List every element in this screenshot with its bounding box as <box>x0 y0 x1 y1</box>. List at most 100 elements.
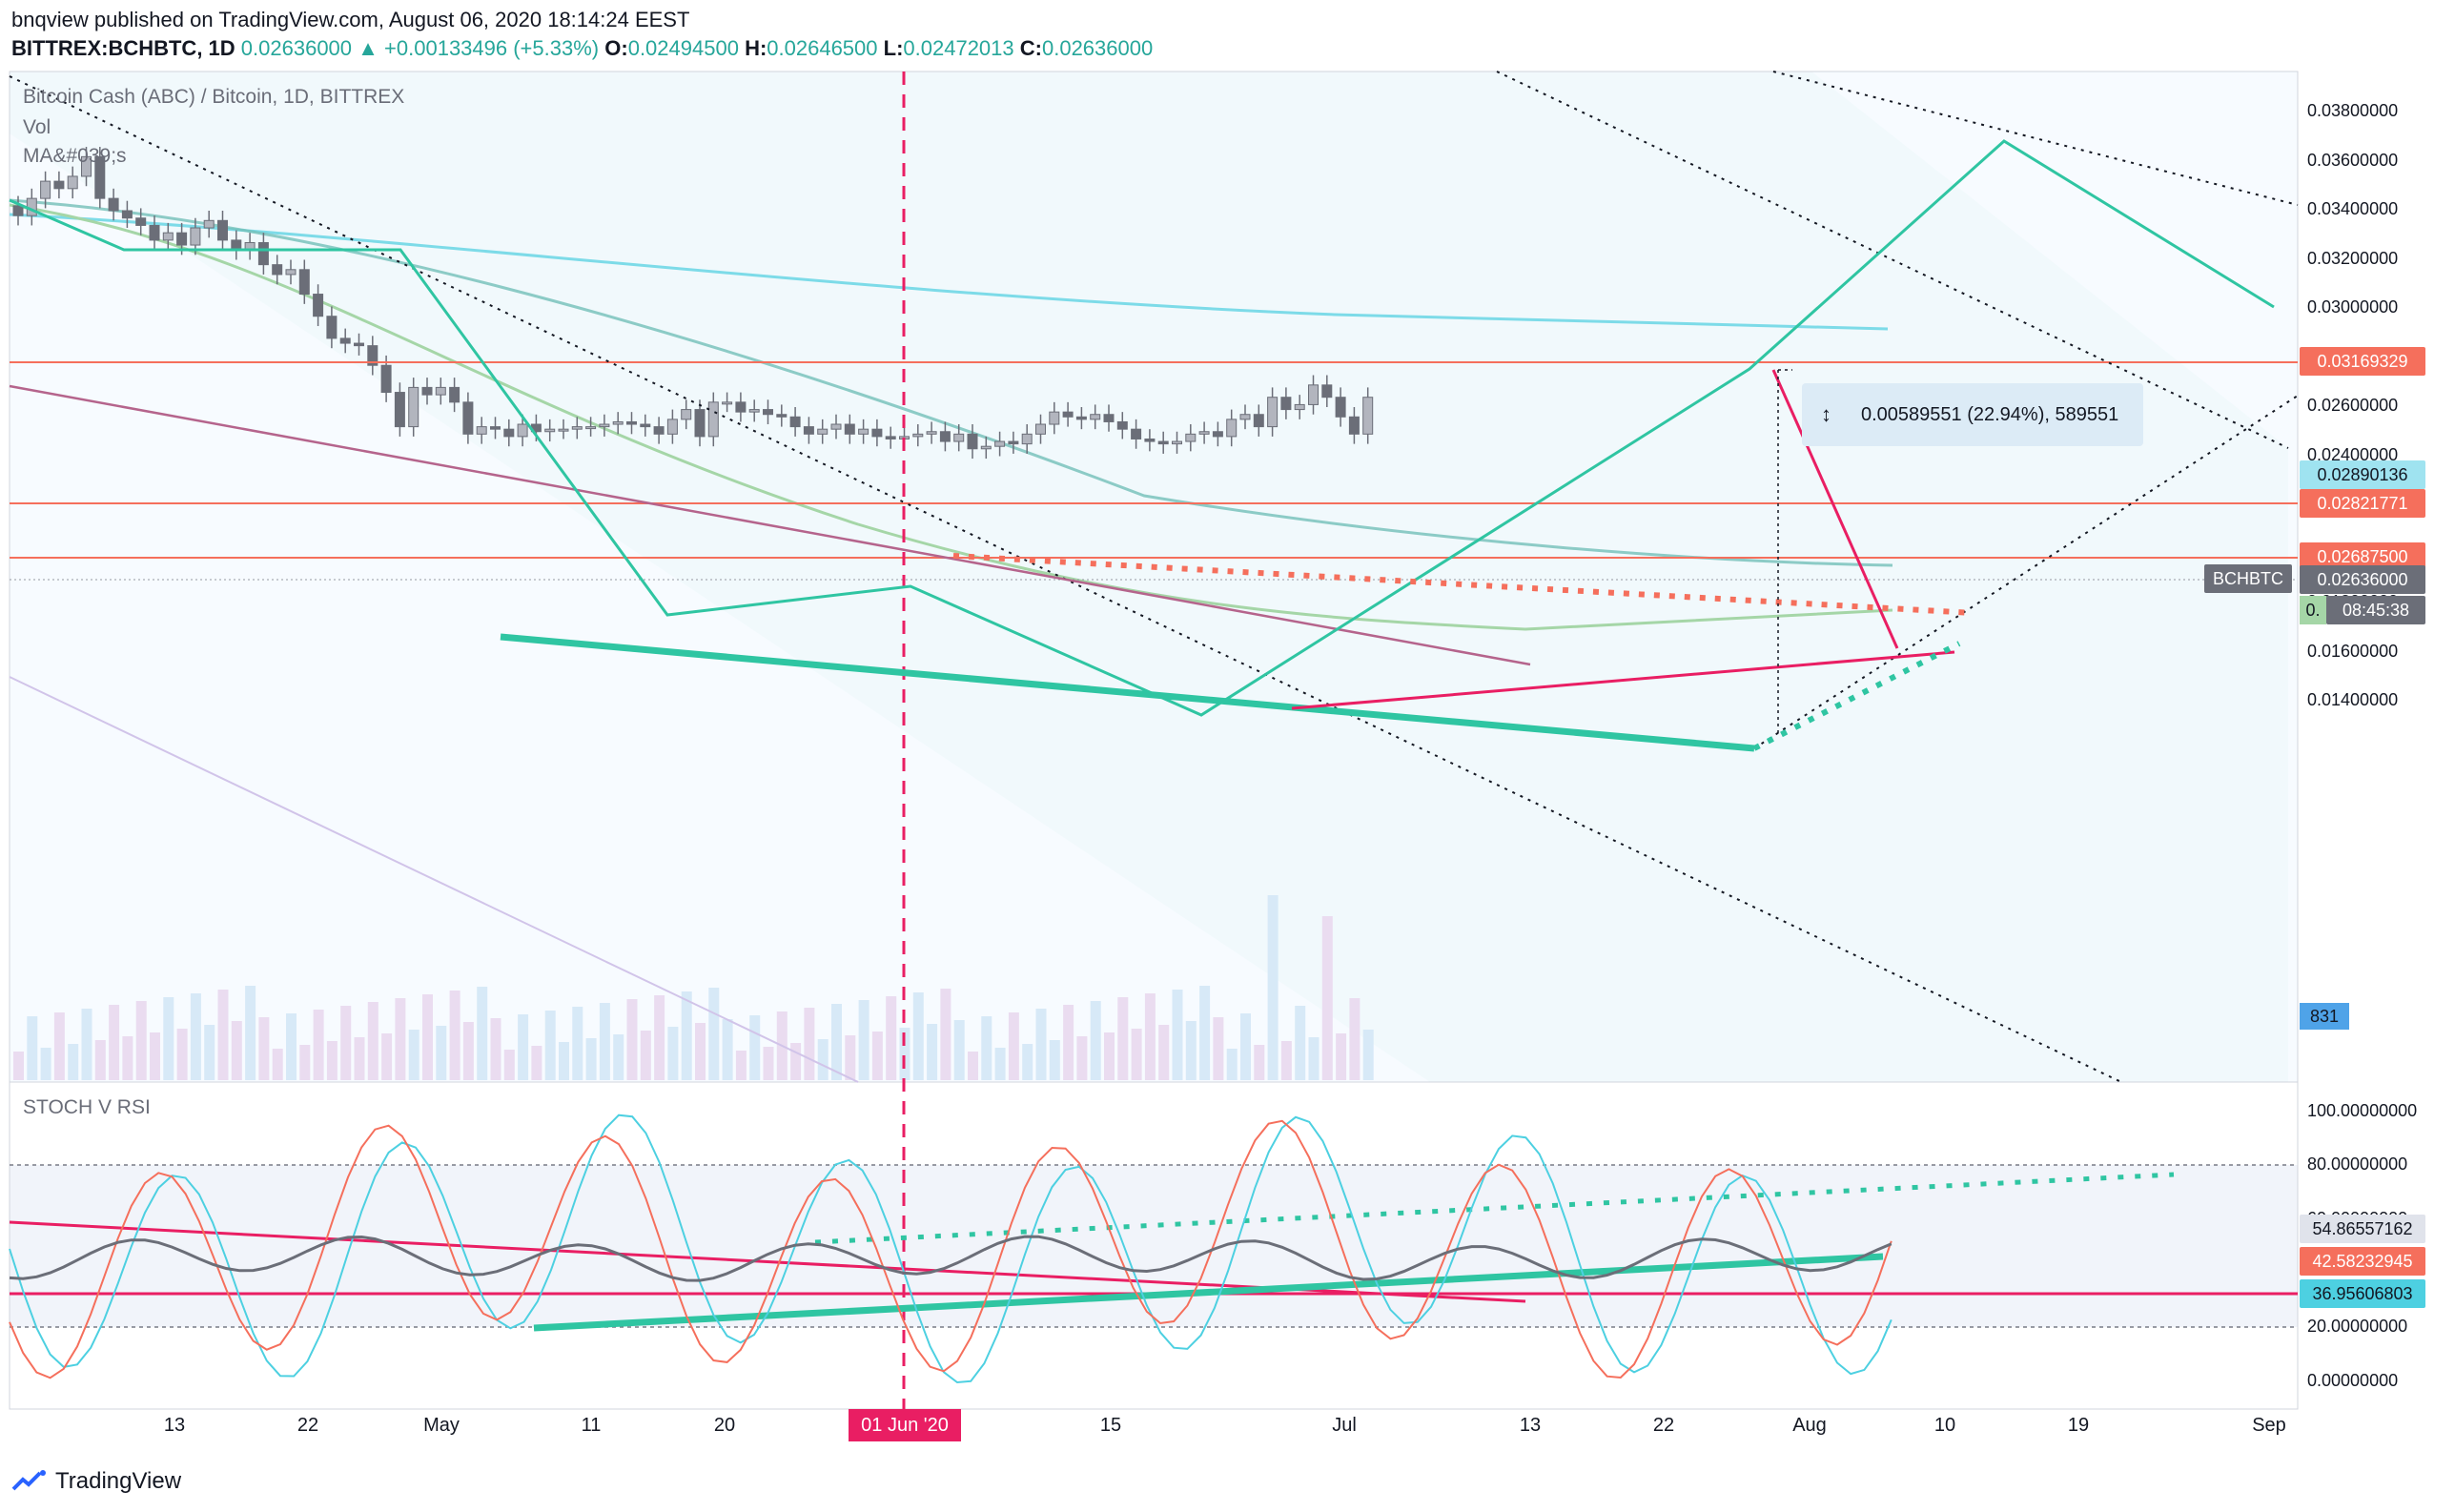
price-tick: 0.03400000 <box>2307 199 2399 218</box>
volume-bar <box>94 1040 106 1080</box>
price-tick: 0.03200000 <box>2307 248 2399 268</box>
volume-bar <box>258 1017 270 1080</box>
measure-text: 0.00589551 (22.94%), 589551 <box>1861 404 2119 425</box>
candle <box>626 420 637 425</box>
osc-legend[interactable]: STOCH V RSI <box>23 1096 151 1118</box>
price-label-28901: 0.02890136 <box>2300 460 2425 489</box>
pink-support-line <box>1291 650 1955 710</box>
volume-legend[interactable]: Vol <box>23 116 51 138</box>
volume-bar <box>572 1007 583 1080</box>
candle <box>666 419 678 435</box>
volume-bar <box>1254 1045 1265 1080</box>
candle <box>1226 419 1238 438</box>
ma-100-line <box>9 198 1893 567</box>
candle <box>926 431 937 435</box>
volume-bar <box>749 1015 761 1080</box>
candle <box>1212 431 1223 438</box>
volume-bar <box>953 1020 965 1080</box>
volume-bar <box>831 1004 842 1080</box>
osc-band <box>10 1165 2298 1327</box>
volume-bar <box>681 991 692 1080</box>
volume-bar <box>340 1006 352 1080</box>
candle <box>681 409 692 420</box>
time-tick: 22 <box>297 1415 319 1436</box>
candle <box>1308 384 1319 405</box>
volume-bar <box>190 993 201 1080</box>
volume-bar <box>1362 1030 1374 1080</box>
candle <box>776 414 788 418</box>
volume-bar <box>1022 1044 1033 1080</box>
candle <box>1062 411 1074 418</box>
candles <box>12 147 1374 460</box>
support-trendline <box>500 633 1755 752</box>
candle <box>298 269 310 296</box>
ma-legend[interactable]: MA&#039;s <box>23 145 127 167</box>
volume-bar <box>626 999 638 1080</box>
volume-bar <box>477 987 488 1080</box>
volume-bar <box>1172 990 1183 1080</box>
time-tick: 11 <box>581 1415 602 1436</box>
candle <box>313 294 324 317</box>
volume-bar <box>436 1026 447 1080</box>
rsi-line <box>9 1235 1892 1282</box>
candle <box>67 175 78 190</box>
volume-bar <box>217 990 229 1080</box>
volume-bar <box>817 1039 829 1080</box>
volume-bar <box>695 1023 706 1080</box>
candle <box>994 440 1006 447</box>
candle <box>1008 440 1019 445</box>
tradingview-logo[interactable]: TradingView <box>11 1468 181 1495</box>
close-label: C: <box>1019 36 1042 60</box>
volume-bar <box>1240 1013 1251 1080</box>
price-label-28217: 0.02821771 <box>2300 489 2425 518</box>
price-label-31693: 0.03169329 <box>2300 347 2425 376</box>
time-tick: Jul <box>1332 1415 1357 1436</box>
candle <box>94 155 106 199</box>
osc-label-cyan: 36.95606803 <box>2300 1279 2425 1308</box>
volume-bar <box>1144 993 1156 1080</box>
volume-bar <box>1076 1036 1088 1080</box>
volume-bar <box>599 1003 610 1080</box>
candle <box>285 269 297 276</box>
osc-label-gray: 54.86557162 <box>2300 1215 2425 1243</box>
volume-bar <box>981 1016 992 1080</box>
abc-projection-path <box>9 139 2275 717</box>
open-label: O: <box>604 36 628 60</box>
volume-bar <box>1035 1009 1047 1080</box>
candle <box>803 426 814 435</box>
volume-bar <box>1308 1037 1320 1080</box>
volume-bar <box>1090 1001 1101 1080</box>
volume-bar <box>231 1021 242 1080</box>
volume-bar <box>204 1025 215 1080</box>
candle <box>640 423 651 428</box>
candle <box>980 445 992 450</box>
candle <box>1239 414 1251 420</box>
candle <box>612 420 624 425</box>
ohlc-row: BITTREX:BCHBTC, 1D 0.02636000 ▲ +0.00133… <box>11 34 1153 63</box>
publish-info: bnqview published on TradingView.com, Au… <box>11 8 690 31</box>
osc-label-red: 42.58232945 <box>2300 1247 2425 1276</box>
volume-bar <box>490 1018 501 1080</box>
series-title[interactable]: Bitcoin Cash (ABC) / Bitcoin, 1D, BITTRE… <box>23 86 405 108</box>
osc-tick: 20.00000000 <box>2307 1317 2408 1336</box>
volume-bar <box>53 1012 65 1080</box>
pink-drop-line <box>1771 369 1899 649</box>
time-tick: May <box>423 1415 460 1436</box>
price-change: ▲ +0.00133496 (+5.33%) <box>358 36 600 60</box>
volume-bar <box>163 997 174 1080</box>
volume-bar <box>899 1028 910 1080</box>
candle <box>1335 397 1346 418</box>
volume-bar <box>422 994 433 1080</box>
volume-bar <box>1321 916 1333 1080</box>
candle <box>1172 440 1182 445</box>
volume-bar <box>1185 1021 1197 1080</box>
volume-bar <box>735 1051 747 1080</box>
small-tag: 0. <box>2300 596 2326 624</box>
time-tick: Aug <box>1792 1415 1827 1436</box>
last-price: 0.02636000 <box>240 36 353 60</box>
candle <box>544 428 556 433</box>
measure-tooltip: ↕ 0.00589551 (22.94%), 589551 <box>1802 383 2143 446</box>
candle <box>763 409 773 416</box>
candle <box>844 423 855 435</box>
